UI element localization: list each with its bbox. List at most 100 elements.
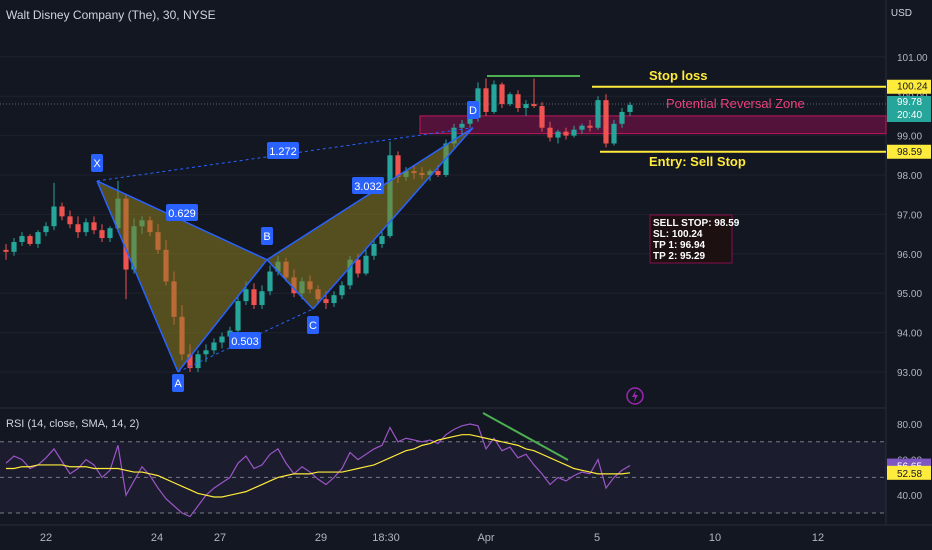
- rsi-line: [5, 423, 631, 518]
- candle-body: [547, 127, 553, 138]
- candle-body: [627, 104, 633, 112]
- candle-body: [43, 226, 49, 233]
- ratio-box: [166, 204, 198, 221]
- candle-body: [579, 125, 585, 130]
- ratio-label: 1.272: [269, 146, 297, 158]
- candle-body: [195, 354, 201, 369]
- lightning-icon-glyph: [632, 390, 638, 402]
- ratio-box: [352, 177, 384, 194]
- candle-body: [339, 285, 345, 296]
- candle-body: [539, 106, 545, 128]
- trade-info-line: SL: 100.24: [653, 229, 703, 240]
- candle-body: [235, 301, 241, 331]
- candle-body: [3, 249, 9, 252]
- candle-body: [451, 127, 457, 144]
- candle-body: [11, 241, 17, 252]
- candle-body: [75, 224, 81, 233]
- time-tick: Apr: [477, 532, 494, 544]
- candle-body: [59, 206, 65, 217]
- time-axis: 22 24 27 29 18:30 Apr 5 10 12: [0, 524, 932, 544]
- candle-body: [355, 259, 361, 274]
- candle-body: [619, 111, 625, 124]
- time-tick: 10: [709, 532, 721, 544]
- candle-body: [267, 271, 273, 292]
- price-tick: 94.00: [897, 329, 922, 340]
- candle-body: [459, 123, 465, 128]
- countdown-tag-bg: [887, 109, 931, 122]
- trade-info-box: [649, 214, 733, 264]
- candle-body: [499, 84, 505, 105]
- candle-body: [35, 232, 41, 244]
- candle-body: [483, 88, 489, 112]
- price-tick: 99.00: [897, 132, 922, 143]
- candle-body: [347, 259, 353, 286]
- stop-loss-label: Stop loss: [649, 68, 708, 83]
- candle-body: [331, 295, 337, 304]
- candle-body: [203, 350, 209, 355]
- candle-body: [379, 236, 385, 244]
- candle-body: [435, 171, 441, 175]
- point-marker: [307, 316, 319, 334]
- trade-info-line: TP 2: 95.29: [653, 251, 706, 262]
- ratio-label: 3.032: [354, 181, 382, 193]
- candle-body: [19, 236, 25, 242]
- annotations: X A B C D 0.629 0.503 3.032 1.272 Stop loss Potent…: [91, 68, 805, 405]
- rsi-sma-tag: 52.58: [897, 469, 922, 480]
- point-marker: [467, 101, 479, 119]
- rsi-sma-line: [6, 434, 631, 498]
- point-label: B: [263, 231, 270, 243]
- rsi-title: RSI (14, close, SMA, 14, 2): [6, 418, 140, 430]
- candle-body: [587, 125, 593, 128]
- candle-body: [395, 155, 401, 177]
- rsi-tick: 80.00: [897, 420, 922, 431]
- candle-body: [563, 131, 569, 136]
- time-tick: 12: [812, 532, 824, 544]
- candle-body: [83, 222, 89, 233]
- candle-body: [611, 123, 617, 144]
- price-tick: 101.00: [897, 53, 928, 64]
- time-tick: 22: [40, 532, 52, 544]
- candle-body: [371, 243, 377, 256]
- ratio-box: [267, 142, 299, 159]
- point-label: C: [309, 320, 317, 332]
- candle-body: [467, 117, 473, 124]
- entry-label: Entry: Sell Stop: [649, 154, 746, 169]
- candle-body: [555, 131, 561, 138]
- candle-body: [259, 291, 265, 306]
- candle-body: [67, 216, 73, 225]
- pattern-leg: [312, 127, 474, 310]
- candle-body: [531, 104, 537, 107]
- time-tick: 18:30: [372, 532, 400, 544]
- bcd-triangle: [267, 127, 473, 309]
- ratio-box: [229, 332, 261, 349]
- last-price-tag: 99.78: [897, 97, 922, 108]
- candle-body: [515, 94, 521, 109]
- candle-body: [99, 230, 105, 239]
- stop-price-tag-bg: [887, 79, 931, 94]
- point-label: A: [174, 378, 182, 390]
- pattern-leg: [177, 259, 268, 373]
- chart-title: Walt Disney Company (The), 30, NYSE: [6, 8, 216, 22]
- trade-info-line: SELL STOP: 98.59: [653, 218, 740, 229]
- price-tick: 98.00: [897, 171, 922, 182]
- candle-body: [27, 236, 33, 244]
- point-label: X: [93, 158, 101, 170]
- point-marker: [261, 227, 273, 245]
- point-label: D: [469, 105, 477, 117]
- price-tick: 93.00: [897, 368, 922, 379]
- candle-body: [323, 299, 329, 304]
- trade-info-line: TP 1: 96.94: [653, 240, 706, 251]
- candle-body: [251, 289, 257, 306]
- time-tick: 5: [594, 532, 600, 544]
- entry-price-tag: 98.59: [897, 147, 922, 158]
- candle-body: [523, 104, 529, 109]
- divergence-line: [482, 412, 569, 461]
- time-tick: 29: [315, 532, 327, 544]
- time-tick: 24: [151, 532, 163, 544]
- point-marker: [172, 374, 184, 392]
- countdown-tag: 20:40: [897, 110, 922, 121]
- ratio-label: 0.503: [231, 336, 259, 348]
- point-marker: [91, 154, 103, 172]
